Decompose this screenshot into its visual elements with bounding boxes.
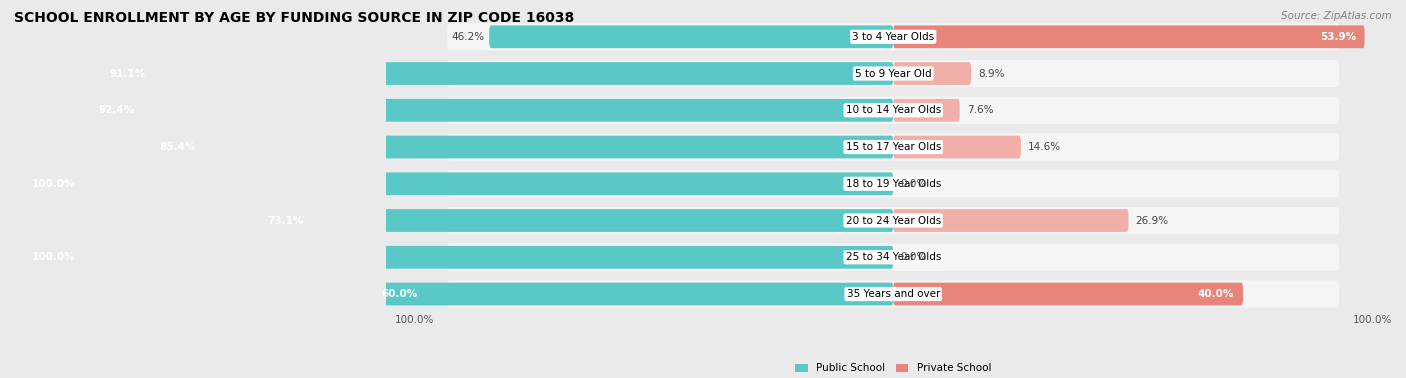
Text: 60.0%: 60.0% [381, 289, 418, 299]
FancyBboxPatch shape [254, 209, 893, 232]
Text: 10 to 14 Year Olds: 10 to 14 Year Olds [845, 105, 941, 115]
FancyBboxPatch shape [893, 99, 960, 122]
Text: 73.1%: 73.1% [267, 215, 304, 226]
Text: 0.0%: 0.0% [900, 252, 927, 262]
Text: 100.0%: 100.0% [395, 315, 434, 325]
FancyBboxPatch shape [18, 246, 893, 269]
Text: 35 Years and over: 35 Years and over [846, 289, 939, 299]
FancyBboxPatch shape [447, 207, 1340, 234]
Text: 46.2%: 46.2% [451, 32, 485, 42]
FancyBboxPatch shape [97, 62, 893, 85]
FancyBboxPatch shape [447, 133, 1340, 161]
FancyBboxPatch shape [447, 170, 1340, 197]
Text: 15 to 17 Year Olds: 15 to 17 Year Olds [845, 142, 941, 152]
FancyBboxPatch shape [893, 136, 1021, 158]
Text: 20 to 24 Year Olds: 20 to 24 Year Olds [845, 215, 941, 226]
FancyBboxPatch shape [447, 97, 1340, 124]
Text: 5 to 9 Year Old: 5 to 9 Year Old [855, 68, 932, 79]
Text: 8.9%: 8.9% [979, 68, 1004, 79]
Text: 100.0%: 100.0% [32, 179, 76, 189]
FancyBboxPatch shape [447, 23, 1340, 50]
Text: 100.0%: 100.0% [1353, 315, 1392, 325]
FancyBboxPatch shape [447, 60, 1340, 87]
Text: 85.4%: 85.4% [159, 142, 195, 152]
Text: 92.4%: 92.4% [98, 105, 135, 115]
Text: 91.1%: 91.1% [110, 68, 146, 79]
Text: 26.9%: 26.9% [1136, 215, 1168, 226]
FancyBboxPatch shape [447, 244, 1340, 271]
Text: 14.6%: 14.6% [1028, 142, 1062, 152]
Text: Source: ZipAtlas.com: Source: ZipAtlas.com [1281, 11, 1392, 21]
FancyBboxPatch shape [447, 280, 1340, 308]
FancyBboxPatch shape [146, 136, 893, 158]
Text: 7.6%: 7.6% [967, 105, 993, 115]
Text: 53.9%: 53.9% [1320, 32, 1355, 42]
Text: 18 to 19 Year Olds: 18 to 19 Year Olds [845, 179, 941, 189]
FancyBboxPatch shape [489, 25, 893, 48]
FancyBboxPatch shape [86, 99, 893, 122]
FancyBboxPatch shape [893, 25, 1365, 48]
FancyBboxPatch shape [893, 62, 972, 85]
Text: SCHOOL ENROLLMENT BY AGE BY FUNDING SOURCE IN ZIP CODE 16038: SCHOOL ENROLLMENT BY AGE BY FUNDING SOUR… [14, 11, 574, 25]
Text: 100.0%: 100.0% [32, 252, 76, 262]
FancyBboxPatch shape [368, 283, 893, 305]
FancyBboxPatch shape [893, 283, 1243, 305]
Text: 3 to 4 Year Olds: 3 to 4 Year Olds [852, 32, 934, 42]
FancyBboxPatch shape [18, 172, 893, 195]
FancyBboxPatch shape [893, 209, 1129, 232]
Text: 40.0%: 40.0% [1198, 289, 1234, 299]
Text: 0.0%: 0.0% [900, 179, 927, 189]
Text: 25 to 34 Year Olds: 25 to 34 Year Olds [845, 252, 941, 262]
Legend: Public School, Private School: Public School, Private School [792, 359, 995, 378]
